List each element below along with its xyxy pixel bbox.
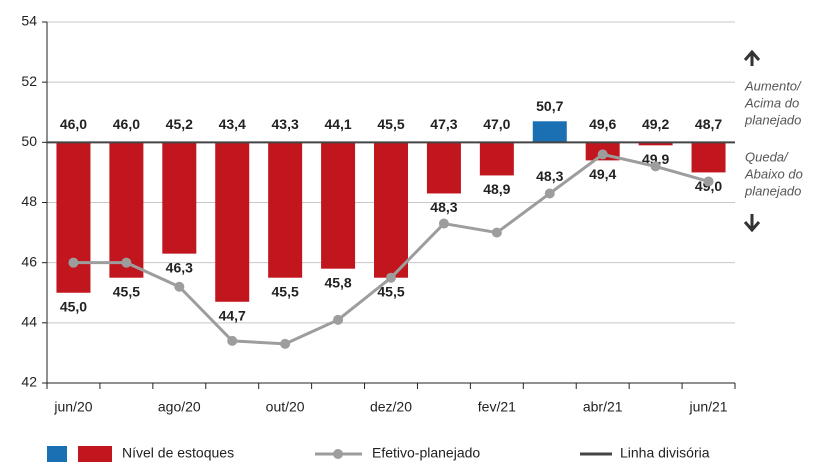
- line-marker: [703, 176, 714, 187]
- line-marker: [491, 227, 502, 238]
- bar-value-label: 45,5: [113, 283, 140, 299]
- bar: [426, 142, 461, 194]
- x-tick-label: jun/20: [53, 399, 92, 415]
- x-tick-label: out/20: [266, 399, 305, 415]
- legend-label: Linha divisória: [620, 445, 710, 461]
- y-tick-label: 44: [21, 314, 37, 330]
- line-marker: [121, 257, 132, 268]
- line-value-label: 48,3: [536, 168, 563, 184]
- line-value-label: 43,4: [219, 116, 246, 132]
- line-value-label: 47,3: [430, 116, 457, 132]
- bar: [532, 121, 567, 143]
- legend-label: Nível de estoques: [122, 445, 234, 461]
- line-value-label: 49,6: [589, 116, 616, 132]
- bar: [109, 142, 144, 278]
- legend-swatch: [47, 446, 67, 462]
- x-tick-label: jun/21: [688, 399, 727, 415]
- line-marker: [650, 161, 661, 172]
- line-value-label: 46,0: [113, 116, 140, 132]
- down-arrow: [743, 214, 761, 233]
- bar-value-label: 50,7: [536, 98, 563, 114]
- legend-swatch: [78, 446, 112, 462]
- x-tick-label: abr/21: [583, 399, 623, 415]
- line-value-label: 49,2: [642, 116, 669, 132]
- bar: [691, 142, 726, 173]
- y-tick-label: 48: [21, 193, 37, 209]
- bar: [56, 142, 91, 293]
- line-marker: [68, 257, 79, 268]
- line-value-label: 47,0: [483, 116, 510, 132]
- x-tick-label: dez/20: [370, 399, 412, 415]
- bar-value-label: 45,5: [377, 283, 404, 299]
- line-marker: [174, 281, 185, 292]
- y-tick-label: 42: [21, 374, 37, 390]
- line-value-label: 45,2: [166, 116, 193, 132]
- y-tick-label: 46: [21, 253, 37, 269]
- annotation: planejado: [744, 112, 801, 127]
- line-marker: [227, 335, 238, 346]
- annotation: Aumento/: [744, 78, 802, 93]
- annotation: Abaixo do: [744, 166, 803, 181]
- bar: [162, 142, 197, 254]
- bar-value-label: 46,3: [166, 259, 193, 275]
- bar: [479, 142, 514, 176]
- line-value-label: 45,5: [377, 116, 404, 132]
- bar-value-label: 49,4: [589, 166, 616, 182]
- line-marker: [386, 272, 396, 283]
- line-value-label: 44,1: [324, 116, 351, 132]
- line-marker: [597, 149, 608, 160]
- line-marker: [544, 188, 555, 199]
- y-tick-label: 50: [21, 133, 37, 149]
- bar: [215, 142, 250, 302]
- x-tick-label: ago/20: [158, 399, 201, 415]
- legend-marker: [333, 449, 343, 459]
- bar: [268, 142, 303, 278]
- line-marker: [333, 314, 344, 325]
- bar-value-label: 45,0: [60, 298, 87, 314]
- legend-label: Efetivo-planejado: [372, 445, 480, 461]
- bar-value-label: 48,3: [430, 199, 457, 215]
- annotation: planejado: [744, 183, 801, 198]
- line-marker: [280, 338, 291, 349]
- bar-value-label: 48,9: [483, 181, 510, 197]
- bar: [638, 142, 673, 146]
- line-value-label: 46,0: [60, 116, 87, 132]
- up-arrow: [743, 49, 761, 66]
- line-value-label: 48,7: [695, 116, 722, 132]
- y-tick-label: 52: [21, 73, 37, 89]
- bar: [374, 142, 408, 278]
- annotation: Queda/: [745, 149, 789, 164]
- bar-value-label: 49,9: [642, 151, 669, 167]
- x-tick-label: fev/21: [478, 399, 516, 415]
- annotation: Acima do: [744, 95, 799, 110]
- line-value-label: 43,3: [272, 116, 299, 132]
- bar-value-label: 45,8: [324, 274, 351, 290]
- bar: [321, 142, 356, 269]
- bar-value-label: 44,7: [219, 307, 246, 323]
- y-tick-label: 54: [21, 13, 37, 29]
- line-marker: [438, 218, 449, 229]
- bar-value-label: 45,5: [272, 283, 299, 299]
